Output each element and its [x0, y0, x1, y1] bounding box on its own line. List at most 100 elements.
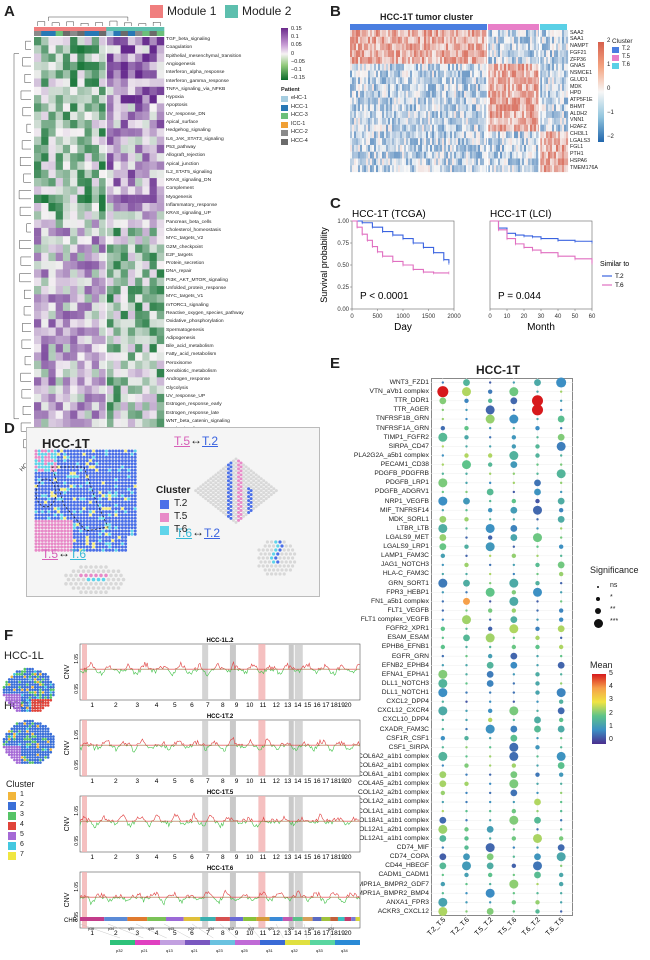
expression-cell — [350, 36, 353, 44]
expression-cell — [476, 57, 479, 64]
expression-cell — [354, 50, 357, 58]
expression-cell — [392, 138, 395, 146]
spot — [114, 573, 118, 578]
expression-cell — [376, 131, 379, 139]
spot — [101, 452, 105, 456]
spot — [60, 468, 64, 472]
spot — [37, 484, 41, 488]
expression-cell — [424, 124, 427, 132]
heatmap-cell — [127, 302, 136, 312]
expression-cell — [464, 50, 467, 58]
spot — [124, 548, 128, 552]
spot — [44, 507, 48, 511]
spot — [40, 491, 44, 495]
expression-cell — [456, 97, 459, 105]
expression-cell — [394, 57, 397, 64]
heatmap-cell — [70, 219, 78, 229]
heatmap-cell — [77, 203, 85, 212]
expression-cell — [414, 151, 417, 159]
spot — [237, 491, 241, 495]
expression-cell — [446, 124, 449, 132]
spot — [85, 513, 89, 517]
expression-cell — [556, 36, 559, 44]
heatmap-cell — [106, 70, 114, 79]
expression-cell — [498, 124, 501, 132]
expression-cell — [416, 90, 419, 98]
spot — [95, 529, 99, 533]
expression-cell — [354, 97, 357, 105]
spot — [98, 468, 102, 472]
expression-cell — [356, 104, 359, 112]
spot — [60, 519, 64, 523]
expression-cell — [476, 90, 479, 98]
expression-cell — [416, 117, 419, 125]
expression-cell — [400, 138, 403, 146]
heatmap-cell — [127, 86, 136, 96]
expression-cell — [458, 124, 461, 132]
expression-cell — [512, 90, 515, 98]
spot — [50, 529, 54, 533]
interaction-dot — [532, 395, 543, 407]
spot — [284, 560, 288, 564]
spot — [274, 564, 278, 568]
expression-cell — [392, 90, 395, 98]
spot — [127, 455, 131, 459]
expression-cell — [442, 158, 445, 166]
expression-cell — [534, 104, 537, 112]
heatmap-cell — [113, 402, 121, 411]
expression-cell — [548, 63, 551, 71]
expression-cell — [500, 57, 503, 64]
spot — [99, 565, 103, 569]
spot — [242, 507, 246, 510]
spot — [84, 565, 88, 569]
expression-cell — [384, 84, 387, 91]
expression-cell — [534, 43, 537, 51]
heatmap-cell — [62, 335, 71, 345]
spot — [130, 484, 134, 488]
expression-cell — [420, 63, 423, 71]
spot — [262, 499, 266, 503]
expression-cell — [362, 63, 365, 71]
heatmap-cell — [120, 227, 129, 237]
expression-cell — [526, 50, 529, 58]
expression-cell — [382, 97, 385, 105]
expression-cell — [436, 124, 439, 132]
expression-cell — [350, 131, 353, 139]
heatmap-cell — [84, 360, 92, 370]
interaction-dot — [465, 408, 468, 412]
spot — [101, 484, 105, 488]
spot — [124, 500, 128, 504]
spot — [92, 510, 96, 514]
spot — [76, 487, 80, 491]
expression-cell — [406, 144, 409, 152]
spot — [37, 510, 41, 514]
expression-cell — [434, 144, 437, 152]
spot — [130, 523, 134, 527]
pathway-label: Spermatogenesis — [166, 327, 205, 333]
spot — [111, 475, 115, 479]
heatmap-cell — [55, 344, 64, 353]
expression-cell — [408, 63, 411, 71]
spot — [76, 494, 80, 498]
expression-cell — [352, 138, 355, 146]
colorbar-tick: −0.1 — [291, 67, 302, 73]
expression-cell — [434, 50, 437, 58]
spot — [284, 552, 288, 556]
heatmap-cell — [55, 327, 64, 336]
heatmap-cell — [106, 252, 114, 262]
expression-cell — [398, 77, 401, 85]
expression-cell — [418, 77, 421, 85]
heatmap-cell — [149, 61, 157, 71]
expression-cell — [386, 138, 389, 146]
spot — [82, 455, 86, 459]
spot — [114, 452, 118, 456]
heatmap-cell — [48, 286, 56, 295]
expression-cell — [524, 36, 527, 44]
expression-cell — [414, 50, 417, 58]
expression-cell — [404, 36, 407, 44]
expression-cell — [556, 30, 559, 37]
spot — [82, 471, 86, 475]
expression-cell — [400, 70, 403, 78]
expression-cell — [478, 144, 481, 152]
expression-cell — [424, 104, 427, 112]
